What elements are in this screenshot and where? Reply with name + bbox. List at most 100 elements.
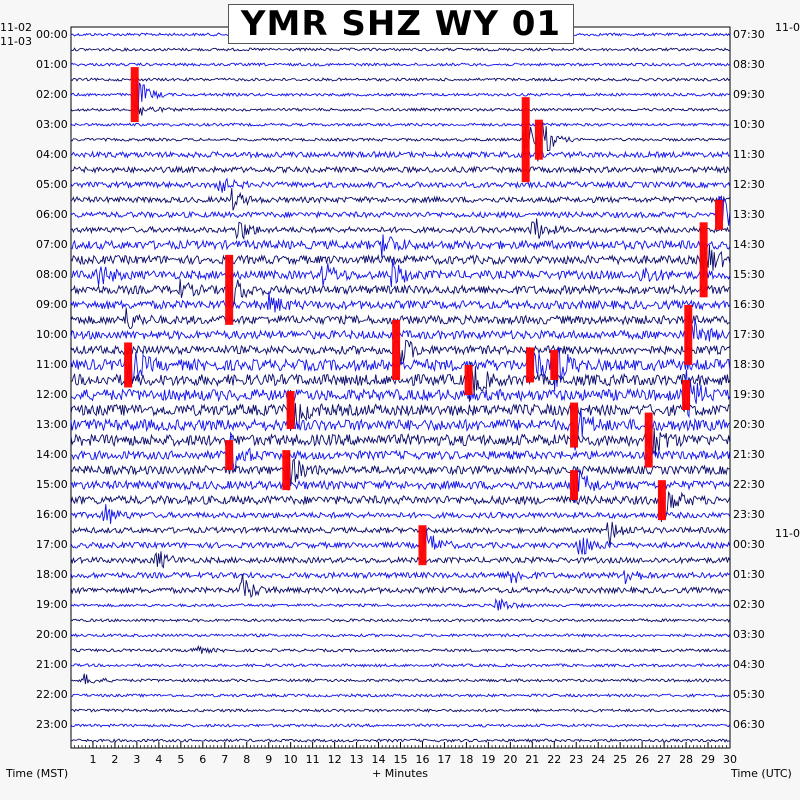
trace-row-2 bbox=[70, 62, 731, 67]
hour-label-right: 02:30 bbox=[733, 598, 765, 612]
trace-row-37 bbox=[70, 574, 731, 599]
trace-row-38 bbox=[70, 597, 731, 611]
x-tick-label-20: 20 bbox=[503, 753, 517, 766]
trace-row-3 bbox=[70, 77, 731, 82]
trace-row-39 bbox=[70, 618, 731, 623]
hour-label-right: 21:30 bbox=[733, 448, 765, 462]
trace-row-12 bbox=[70, 195, 731, 226]
hour-label-left: 16:00 bbox=[36, 508, 68, 522]
trace-row-10 bbox=[70, 177, 731, 193]
clipped-event-29 bbox=[225, 440, 234, 471]
hour-label-left: 02:00 bbox=[36, 87, 68, 101]
hour-label-left: 23:00 bbox=[36, 718, 68, 732]
trace-row-29 bbox=[70, 451, 730, 491]
x-tick-label-17: 17 bbox=[437, 753, 451, 766]
trace-row-21 bbox=[70, 339, 731, 366]
hour-label-left: 01:00 bbox=[36, 57, 68, 71]
hour-label-left: 21:00 bbox=[36, 658, 68, 672]
x-tick-label-14: 14 bbox=[372, 753, 386, 766]
hour-label-left: 00:00 bbox=[36, 27, 68, 41]
trace-row-11 bbox=[70, 188, 731, 211]
trace-row-25 bbox=[70, 393, 730, 431]
x-tick-label-16: 16 bbox=[415, 753, 429, 766]
clipped-event-28 bbox=[644, 412, 653, 468]
clipped-event-3 bbox=[534, 119, 543, 160]
x-tick-label-9: 9 bbox=[265, 753, 272, 766]
event-marks bbox=[124, 67, 724, 566]
hour-label-right: 01:30 bbox=[733, 568, 765, 582]
clipped-event-20 bbox=[392, 319, 401, 380]
trace-row-4 bbox=[70, 77, 731, 112]
hour-label-right: 11:30 bbox=[733, 147, 765, 161]
x-axis-right-label: Time (UTC) bbox=[731, 767, 792, 780]
hour-label-right: 15:30 bbox=[733, 267, 765, 281]
trace-row-31 bbox=[70, 486, 731, 523]
trace-row-13 bbox=[70, 218, 731, 241]
date-label-right-next: 11-0 bbox=[775, 527, 800, 540]
hour-label-right: 16:30 bbox=[733, 297, 765, 311]
hour-label-right: 14:30 bbox=[733, 237, 765, 251]
clipped-event-6 bbox=[715, 199, 724, 230]
hour-label-left: 17:00 bbox=[36, 538, 68, 552]
hour-label-left: 15:00 bbox=[36, 478, 68, 492]
trace-row-41 bbox=[70, 644, 731, 655]
x-tick-label-18: 18 bbox=[459, 753, 473, 766]
hour-label-right: 09:30 bbox=[733, 87, 765, 101]
hour-label-right: 05:30 bbox=[733, 688, 765, 702]
clipped-event-25 bbox=[682, 380, 691, 411]
x-axis-center-label: + Minutes bbox=[372, 767, 429, 780]
x-tick-label-21: 21 bbox=[525, 753, 539, 766]
trace-row-36 bbox=[70, 570, 731, 585]
trace-row-28 bbox=[70, 431, 731, 473]
trace-row-45 bbox=[70, 708, 730, 713]
x-tick-label-26: 26 bbox=[635, 753, 649, 766]
x-tick-label-19: 19 bbox=[481, 753, 495, 766]
hour-label-left: 11:00 bbox=[36, 357, 68, 371]
trace-rows bbox=[70, 32, 731, 743]
date-label-left-prev: 11-02 bbox=[0, 21, 32, 34]
x-tick-label-13: 13 bbox=[350, 753, 364, 766]
clipped-event-23 bbox=[550, 349, 559, 380]
clipped-event-32 bbox=[657, 480, 666, 521]
hour-label-right: 06:30 bbox=[733, 718, 765, 732]
trace-row-22 bbox=[70, 347, 731, 392]
hour-label-left: 05:00 bbox=[36, 177, 68, 191]
hour-label-right: 00:30 bbox=[733, 538, 765, 552]
x-tick-label-23: 23 bbox=[569, 753, 583, 766]
hour-label-left: 03:00 bbox=[36, 117, 68, 131]
clipped-event-31 bbox=[570, 470, 579, 501]
hour-label-right: 17:30 bbox=[733, 327, 765, 341]
clipped-event-24 bbox=[464, 364, 473, 395]
x-tick-label-29: 29 bbox=[701, 753, 715, 766]
trace-row-23 bbox=[70, 362, 731, 402]
x-tick-label-25: 25 bbox=[613, 753, 627, 766]
x-tick-label-1: 1 bbox=[89, 753, 96, 766]
x-tick-label-2: 2 bbox=[111, 753, 118, 766]
hour-label-right: 18:30 bbox=[733, 357, 765, 371]
hour-label-right: 07:30 bbox=[733, 27, 765, 41]
hour-label-left: 14:00 bbox=[36, 448, 68, 462]
hour-label-right: 22:30 bbox=[733, 478, 765, 492]
x-tick-label-30: 30 bbox=[723, 753, 737, 766]
trace-row-1 bbox=[70, 47, 730, 52]
hour-label-right: 08:30 bbox=[733, 57, 765, 71]
clipped-event-10 bbox=[699, 222, 708, 298]
trace-row-46 bbox=[70, 723, 731, 728]
clipped-event-27 bbox=[570, 402, 579, 448]
x-axis-left-label: Time (MST) bbox=[6, 767, 69, 780]
trace-row-7 bbox=[70, 121, 730, 162]
clipped-event-35 bbox=[418, 525, 427, 566]
hour-label-left: 18:00 bbox=[36, 568, 68, 582]
trace-row-47 bbox=[70, 738, 730, 743]
x-tick-label-7: 7 bbox=[221, 753, 228, 766]
clipped-event-2 bbox=[521, 97, 530, 183]
trace-row-27 bbox=[70, 427, 731, 456]
clipped-event-30 bbox=[282, 450, 291, 491]
x-tick-label-22: 22 bbox=[547, 753, 561, 766]
trace-row-32 bbox=[70, 504, 731, 524]
clipped-event-22 bbox=[526, 347, 535, 383]
trace-row-40 bbox=[70, 632, 731, 638]
clipped-event-21 bbox=[124, 342, 133, 388]
date-label-right-prev: 11-03 bbox=[775, 21, 800, 34]
hour-label-right: 20:30 bbox=[733, 418, 765, 432]
